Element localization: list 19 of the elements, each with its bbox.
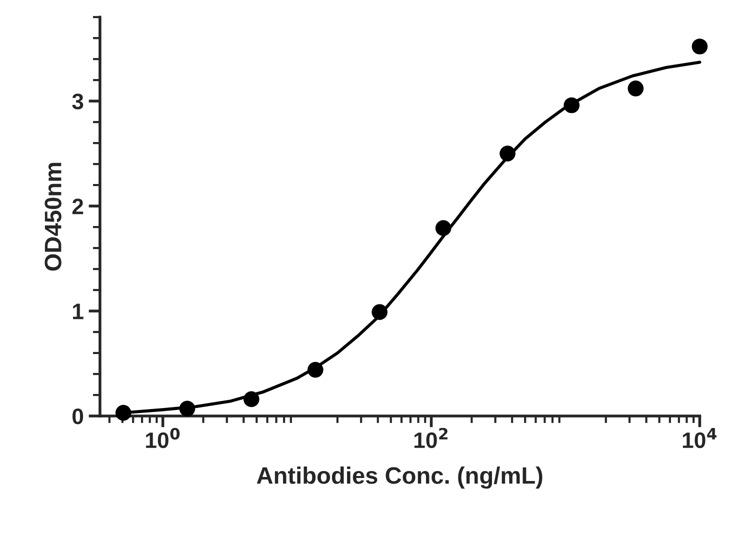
point <box>500 146 516 162</box>
point <box>307 362 324 378</box>
x-tick-label: 10$^{0}$ <box>146 428 180 448</box>
point <box>244 391 260 408</box>
x-tick-label: 10$^{2}$ <box>414 428 448 448</box>
x-tick-label: 10$^{4}$ <box>682 428 717 448</box>
point <box>564 97 580 114</box>
y-tick-label: 1 <box>73 304 84 320</box>
y-axis-title: OD450nm <box>44 162 62 271</box>
point <box>372 304 388 320</box>
point <box>692 38 708 54</box>
y-tick-label: 0 <box>72 408 84 424</box>
y-tick-label: 3 <box>72 94 84 110</box>
point <box>435 220 452 236</box>
point <box>179 400 196 417</box>
y-tick-label: 2 <box>72 198 84 214</box>
point <box>628 80 644 96</box>
point <box>115 404 132 421</box>
x-axis-title: Antibodies Conc. (ng/mL) <box>256 466 542 489</box>
